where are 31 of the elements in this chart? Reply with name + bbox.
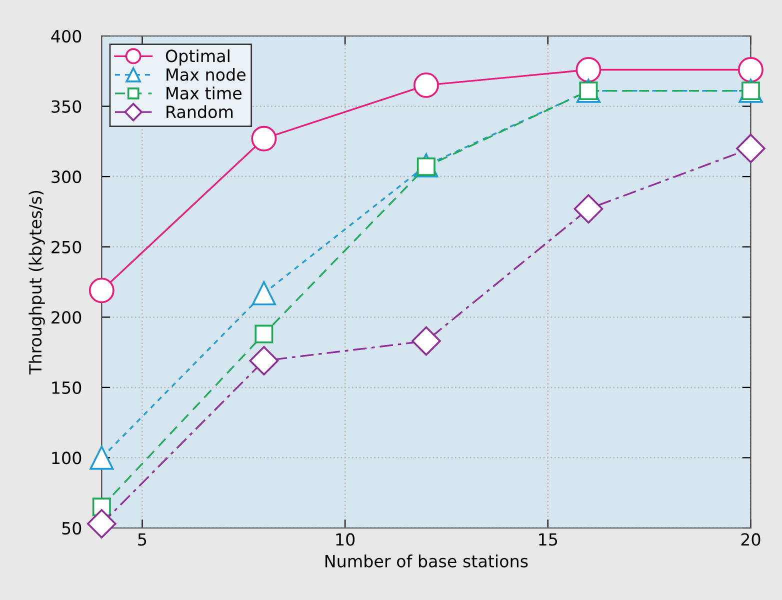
y-tick-label: 350 [52,100,82,113]
y-tick-label: 50 [62,522,82,535]
y-tick-label: 150 [52,381,82,394]
legend-label: Max time [166,86,242,100]
point [736,134,766,164]
point [738,57,764,82]
x-tick-label: 15 [539,533,558,546]
x-tick-label: 5 [138,533,146,546]
point [87,509,116,538]
point [88,278,114,304]
point [249,346,279,376]
y-axis-title: Throughput (kbytes/s) [28,190,45,375]
x-axis-title: Number of base stations [325,554,528,568]
point [413,72,439,98]
y-tick-label: 200 [52,311,82,324]
point [252,281,276,306]
legend-label: Random [166,105,233,118]
y-tick-label: 400 [51,30,82,43]
point [254,324,274,344]
x-tick-label: 20 [741,533,760,546]
point [251,126,277,152]
legend-label: Max node [166,68,246,81]
y-tick-label: 300 [52,170,82,184]
point [90,446,114,470]
y-tick-label: 100 [52,452,82,464]
point [412,326,441,356]
point [576,57,602,82]
y-tick-label: 250 [52,240,82,254]
x-tick-label: 10 [336,533,355,546]
legend-label: Optimal [166,49,230,66]
point [574,194,604,224]
